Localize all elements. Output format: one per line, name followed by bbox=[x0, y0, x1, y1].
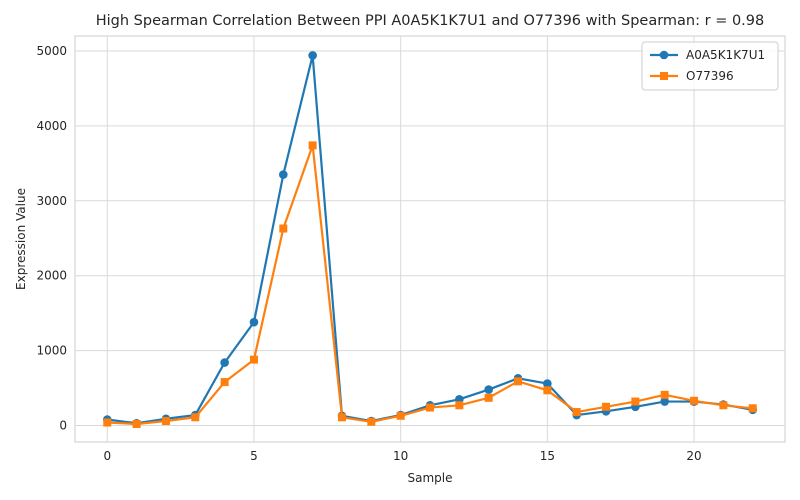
y-tick-label: 2000 bbox=[36, 269, 67, 283]
data-point bbox=[103, 418, 112, 427]
data-point bbox=[660, 397, 670, 406]
plot-area bbox=[74, 35, 786, 443]
data-point bbox=[426, 403, 434, 412]
y-tick-label: 4000 bbox=[36, 119, 67, 133]
x-tick-label: 10 bbox=[393, 449, 408, 463]
legend-marker bbox=[660, 72, 668, 80]
data-point bbox=[690, 396, 699, 405]
series-layer bbox=[102, 51, 758, 429]
data-point bbox=[748, 404, 757, 413]
data-point bbox=[543, 379, 552, 388]
data-point bbox=[249, 317, 259, 327]
legend-item: O77396 bbox=[650, 69, 734, 83]
data-point bbox=[396, 411, 405, 420]
data-point bbox=[279, 170, 288, 179]
x-axis-label: Sample bbox=[408, 471, 453, 485]
data-point bbox=[220, 378, 229, 387]
x-axis-ticks: 0 5 10 15 20 bbox=[103, 449, 701, 463]
x-tick-label: 15 bbox=[540, 449, 555, 463]
data-point bbox=[719, 401, 728, 410]
data-point bbox=[279, 224, 288, 233]
data-point bbox=[337, 413, 346, 422]
legend-label: A0A5K1K7U1 bbox=[686, 48, 765, 62]
data-point bbox=[484, 393, 493, 402]
data-point bbox=[367, 417, 376, 426]
series-O77396 bbox=[103, 141, 757, 429]
data-point bbox=[249, 355, 258, 364]
data-point bbox=[660, 390, 669, 399]
y-tick-label: 5000 bbox=[36, 44, 67, 58]
data-point bbox=[191, 413, 200, 422]
y-axis-label: Expression Value bbox=[14, 188, 28, 290]
y-axis-ticks: 0 1000 2000 3000 4000 5000 bbox=[36, 44, 67, 433]
data-point bbox=[308, 141, 317, 150]
legend-marker bbox=[659, 50, 669, 60]
data-point bbox=[543, 386, 552, 395]
x-tick-label: 20 bbox=[686, 449, 701, 463]
data-point bbox=[514, 377, 523, 386]
legend-item: A0A5K1K7U1 bbox=[650, 48, 765, 62]
data-point bbox=[308, 51, 317, 60]
data-point bbox=[572, 408, 581, 417]
data-point bbox=[455, 401, 464, 410]
legend-label: O77396 bbox=[686, 69, 734, 83]
data-point bbox=[220, 358, 229, 367]
data-point bbox=[132, 420, 141, 429]
y-tick-label: 1000 bbox=[36, 344, 67, 358]
legend: A0A5K1K7U1 O77396 bbox=[641, 41, 779, 91]
data-point bbox=[161, 417, 170, 426]
x-tick-label: 0 bbox=[103, 449, 111, 463]
data-point bbox=[484, 385, 493, 394]
y-tick-label: 3000 bbox=[36, 194, 67, 208]
x-tick-label: 5 bbox=[250, 449, 258, 463]
chart-title: High Spearman Correlation Between PPI A0… bbox=[96, 13, 765, 29]
y-tick-label: 0 bbox=[59, 419, 67, 433]
data-point bbox=[631, 397, 640, 406]
data-point bbox=[602, 402, 611, 411]
